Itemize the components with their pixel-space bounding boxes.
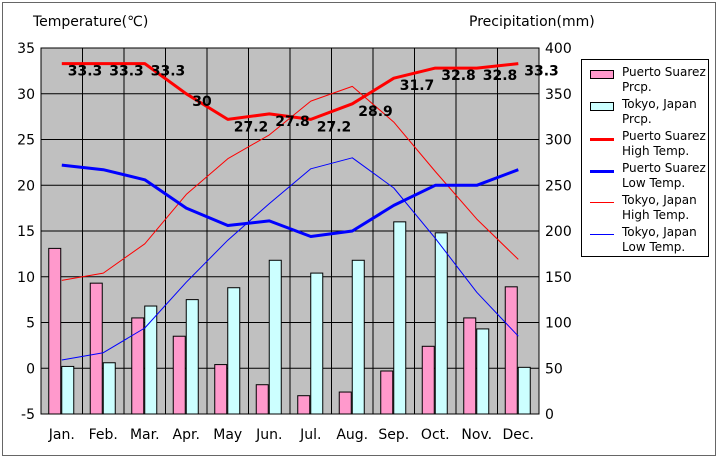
x-tick-label: Mar.: [130, 427, 160, 443]
bar-tokyo-prcp: [102, 362, 116, 415]
bar-puerto-suarez-prcp: [214, 364, 228, 415]
legend-item: Tokyo, Japan High Temp.: [582, 192, 710, 230]
right-tick-label: 250: [545, 178, 572, 194]
left-tick-label: 5: [26, 316, 35, 332]
bar-tokyo-prcp: [434, 232, 448, 415]
x-tick-label: Jan.: [48, 427, 75, 443]
x-tick-label: Jul.: [299, 427, 321, 443]
left-tick-label: 30: [17, 87, 35, 103]
chart-frame: Temperature(℃) Precipitation(mm) -5 0 5 10 1…: [2, 2, 716, 456]
bar-tokyo-prcp: [61, 365, 75, 415]
right-tick-label: 150: [545, 270, 572, 286]
line-puerto-suarez-low-temp: [61, 163, 519, 238]
legend-label: Tokyo, Japan Prcp.: [622, 97, 697, 126]
x-tick-label: Dec.: [502, 427, 534, 443]
right-tick-label: 50: [545, 361, 563, 377]
data-label: 31.7: [400, 78, 435, 94]
legend-item: Tokyo, Japan Low Temp.: [582, 224, 710, 262]
legend-swatch: [590, 138, 614, 141]
right-tick-label: 100: [545, 316, 572, 332]
bar-puerto-suarez-prcp: [380, 370, 394, 415]
legend-item: Puerto Suarez Low Temp.: [582, 160, 710, 198]
x-tick-label: Jun.: [255, 427, 282, 443]
left-tick-label: 15: [17, 224, 35, 240]
data-label: 32.8: [441, 68, 476, 84]
bar-tokyo-prcp: [310, 272, 324, 415]
x-tick-label: Sep.: [378, 427, 409, 443]
left-tick-label: 25: [17, 133, 35, 149]
data-label: 27.2: [234, 119, 269, 135]
right-tick-label: 200: [545, 224, 572, 240]
x-tick-label: Apr.: [173, 427, 200, 443]
legend-label: Tokyo, Japan Low Temp.: [622, 225, 697, 254]
legend-swatch: [590, 170, 614, 173]
right-tick-label: 350: [545, 87, 572, 103]
bar-puerto-suarez-prcp: [338, 391, 352, 415]
legend-label: Tokyo, Japan High Temp.: [622, 193, 697, 222]
left-axis-title: Temperature(℃): [33, 14, 149, 30]
right-axis-title: Precipitation(mm): [469, 14, 595, 30]
data-label: 33.3: [524, 64, 559, 80]
bar-tokyo-prcp: [393, 221, 407, 415]
right-tick-label: 400: [545, 41, 572, 57]
legend-item: Puerto Suarez High Temp.: [582, 128, 710, 166]
legend-item: Puerto Suarez Prcp.: [582, 64, 710, 102]
data-label: 33.3: [68, 64, 103, 80]
left-tick-label: -5: [21, 407, 35, 423]
bar-puerto-suarez-prcp: [421, 345, 435, 415]
data-label: 30: [192, 94, 212, 110]
bar-puerto-suarez-prcp: [131, 317, 145, 415]
bar-tokyo-prcp: [144, 305, 158, 415]
legend-label: Puerto Suarez High Temp.: [622, 129, 706, 158]
line-puerto-suarez-high-temp: [61, 62, 519, 121]
bar-tokyo-prcp: [268, 259, 282, 415]
x-tick-label: May: [213, 427, 242, 443]
x-tick-label: Nov.: [461, 427, 492, 443]
data-label: 33.3: [109, 64, 144, 80]
legend-swatch: [590, 234, 614, 235]
climate-chart: -505101520253035050100150200250300350400…: [17, 41, 572, 443]
x-tick-label: Oct.: [421, 427, 450, 443]
data-label: 27.8: [275, 114, 310, 130]
bar-tokyo-prcp: [517, 366, 531, 415]
line-tokyo-japan-low-temp: [61, 157, 519, 361]
legend: Puerto Suarez Prcp. Tokyo, Japan Prcp. Pue…: [581, 59, 709, 257]
legend-swatch: [590, 102, 614, 111]
legend-label: Puerto Suarez Prcp.: [622, 65, 706, 94]
legend-swatch: [590, 70, 614, 79]
bar-tokyo-prcp: [351, 259, 365, 415]
bar-puerto-suarez-prcp: [297, 395, 311, 415]
legend-item: Tokyo, Japan Prcp.: [582, 96, 710, 134]
data-label: 32.8: [483, 68, 518, 84]
data-label: 27.2: [317, 119, 352, 135]
bar-tokyo-prcp: [476, 328, 490, 415]
legend-label: Puerto Suarez Low Temp.: [622, 161, 706, 190]
left-tick-label: 20: [17, 178, 35, 194]
bar-tokyo-prcp: [227, 287, 241, 415]
bar-puerto-suarez-prcp: [172, 335, 186, 415]
legend-swatch: [590, 202, 614, 203]
left-tick-label: 10: [17, 270, 35, 286]
bar-puerto-suarez-prcp: [255, 384, 269, 415]
bar-puerto-suarez-prcp: [89, 282, 103, 415]
bar-puerto-suarez-prcp: [48, 247, 62, 415]
data-label: 33.3: [151, 64, 186, 80]
bar-puerto-suarez-prcp: [463, 317, 477, 415]
x-tick-label: Aug.: [336, 427, 368, 443]
right-tick-label: 0: [545, 407, 554, 423]
left-tick-label: 35: [17, 41, 35, 57]
bar-tokyo-prcp: [185, 299, 199, 415]
right-tick-label: 300: [545, 133, 572, 149]
bar-puerto-suarez-prcp: [504, 286, 518, 415]
x-tick-label: Feb.: [89, 427, 118, 443]
left-tick-label: 0: [26, 361, 35, 377]
data-label: 28.9: [358, 104, 393, 120]
